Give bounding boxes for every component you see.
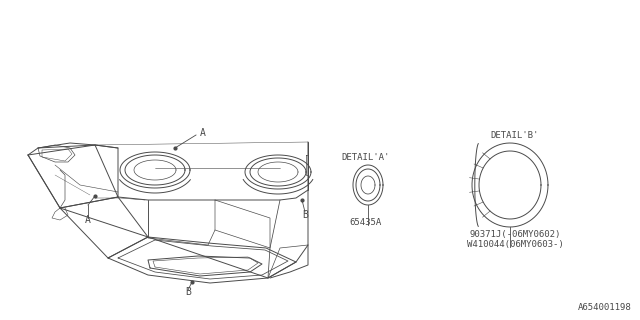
Text: A: A [200,128,206,138]
Text: B: B [185,287,191,297]
Text: 65435A: 65435A [350,218,382,227]
Text: B: B [302,210,308,220]
Text: A: A [85,215,91,225]
Text: DETAIL'B': DETAIL'B' [491,131,539,140]
Text: DETAIL'A': DETAIL'A' [342,153,390,162]
Text: A654001198: A654001198 [579,303,632,312]
Text: 90371J(-06MY0602)
W410044(06MY0603-): 90371J(-06MY0602) W410044(06MY0603-) [467,230,563,249]
